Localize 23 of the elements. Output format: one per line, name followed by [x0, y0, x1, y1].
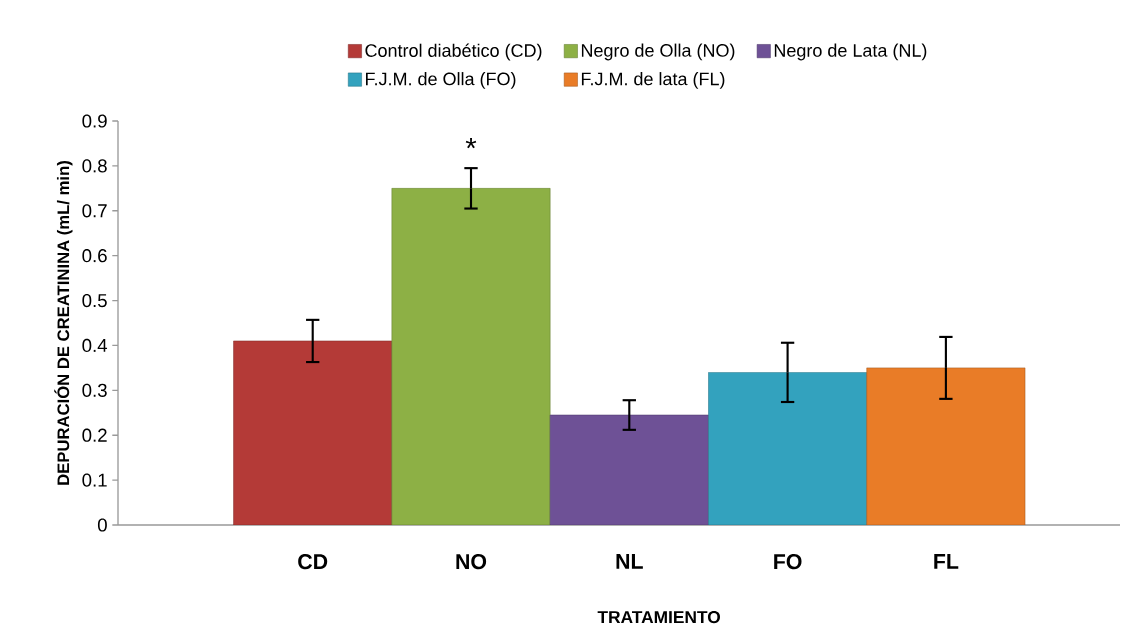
annotation: *: [465, 137, 477, 149]
legend-label: F.J.M. de lata (FL): [581, 72, 725, 89]
x-axis-title: TRATAMIENTO: [597, 610, 720, 624]
y-tick-label: 0.5: [82, 293, 107, 308]
y-tick-label: 0.7: [82, 204, 107, 218]
y-tick-label: 0.2: [82, 428, 107, 442]
legend-label: Negro de Olla (NO): [581, 43, 735, 61]
x-tick-label: NL: [616, 554, 643, 569]
x-tick-label: FO: [774, 554, 802, 570]
legend-label: F.J.M. de Olla (FO): [366, 72, 516, 89]
y-tick-label: 0: [97, 518, 107, 532]
legend-label: Control diabético (CD): [365, 43, 542, 61]
y-tick-label: 0.4: [82, 338, 108, 353]
y-tick-label: 0.8: [82, 159, 107, 173]
x-tick-label: NO: [456, 554, 487, 570]
x-tick-label: FL: [934, 554, 959, 569]
y-tick-label: 0.9: [82, 114, 107, 128]
y-axis-title: DEPURACIÓN DE CREATININA (mL/ min): [54, 161, 73, 485]
legend-label: Negro de Lata (NL): [774, 43, 927, 61]
y-tick-label: 0.6: [82, 249, 107, 263]
y-tick-label: 0.3: [82, 383, 107, 397]
x-tick-label: CD: [298, 554, 328, 570]
y-tick-label: 0.1: [82, 473, 107, 487]
